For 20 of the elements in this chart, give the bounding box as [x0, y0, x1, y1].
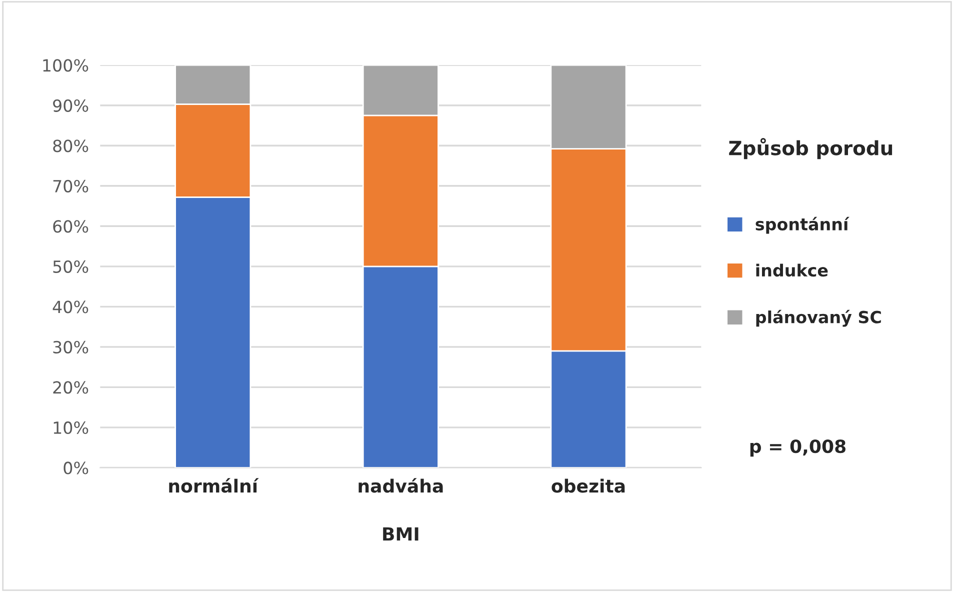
- y-tick-label: 50%: [53, 260, 88, 273]
- y-tick-label: 30%: [53, 340, 88, 354]
- y-tick-label: 70%: [53, 180, 88, 192]
- y-tick-label: 20%: [53, 381, 88, 394]
- x-tick-label: normální: [169, 478, 259, 493]
- legend-label: plánovaný SC: [756, 310, 881, 327]
- y-tick-label: 40%: [52, 300, 88, 314]
- legend-label: spontánní: [756, 216, 850, 234]
- x-tick-label: obezita: [552, 478, 625, 493]
- y-tick-label: 0%: [64, 462, 88, 474]
- text: p = 0,008: [750, 439, 846, 457]
- y-tick-label: 90%: [53, 99, 88, 112]
- x-axis-title: BMI: [383, 527, 418, 541]
- y-tick-label: 10%: [54, 421, 88, 434]
- y-tick-label: 60%: [53, 220, 88, 233]
- y-tick-label: 100%: [43, 59, 88, 72]
- x-tick-label: nadváha: [358, 478, 443, 493]
- legend-title: Způsob porodu: [729, 138, 892, 160]
- legend-label: indukce: [756, 264, 828, 277]
- y-tick-label: 80%: [53, 140, 88, 152]
